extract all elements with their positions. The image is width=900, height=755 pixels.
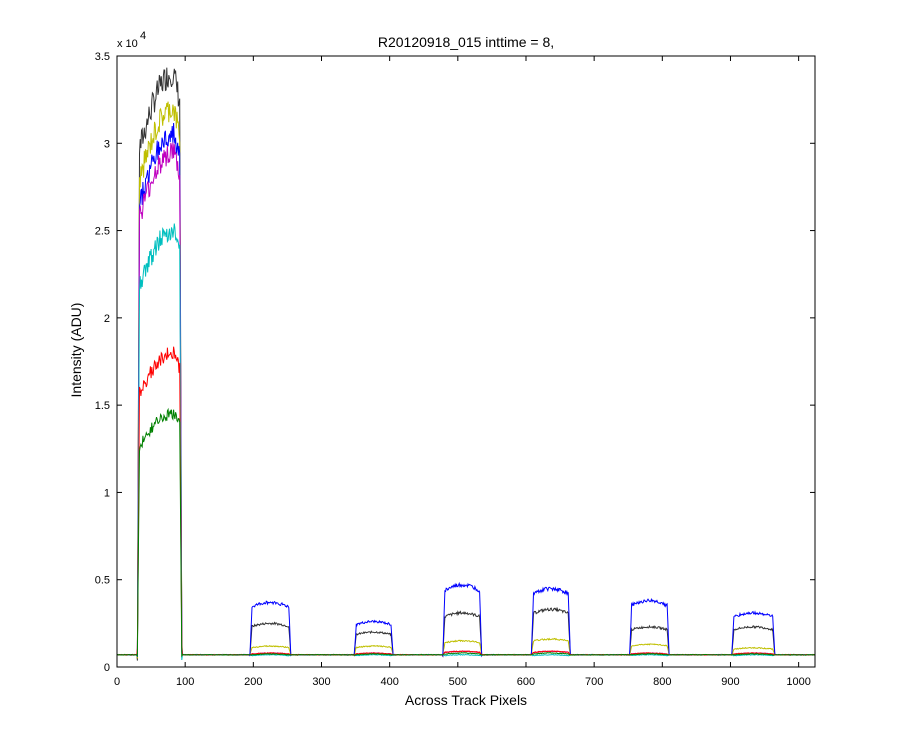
x-tick-label: 800: [653, 676, 671, 688]
chart-title: R20120918_015 inttime = 8,: [378, 34, 554, 50]
y-multiplier-exponent: 4: [140, 30, 146, 42]
y-multiplier-base: x 10: [117, 38, 138, 50]
x-tick-label: 900: [721, 676, 739, 688]
x-tick-label: 700: [585, 676, 603, 688]
y-tick-label: 2.5: [95, 226, 110, 238]
x-tick-label: 600: [517, 676, 535, 688]
y-tick-label: 1: [104, 487, 110, 499]
x-tick-label: 1000: [786, 676, 810, 688]
x-tick-label: 500: [449, 676, 467, 688]
plot-area: [117, 56, 815, 667]
y-tick-label: 0.5: [95, 575, 110, 587]
x-axis-label: Across Track Pixels: [405, 692, 527, 708]
y-tick-label: 0: [104, 662, 110, 674]
y-tick-label: 1.5: [95, 400, 110, 412]
x-tick-label: 200: [244, 676, 262, 688]
ticks-layer: 0 100 200 300 400 500 600 700 800 900 1000 0 0.5 1 1.5…: [95, 51, 815, 688]
y-tick-label: 2: [104, 313, 110, 325]
x-tick-label: 300: [312, 676, 330, 688]
y-tick-label: 3: [104, 138, 110, 150]
series-layer: [116, 67, 816, 661]
axes-box: [116, 55, 816, 668]
x-tick-label: 100: [176, 676, 194, 688]
series-line: [116, 407, 816, 658]
y-axis-label: Intensity (ADU): [68, 303, 84, 398]
x-tick-label: 0: [114, 676, 120, 688]
y-tick-label: 3.5: [95, 51, 110, 63]
x-tick-label: 400: [380, 676, 398, 688]
